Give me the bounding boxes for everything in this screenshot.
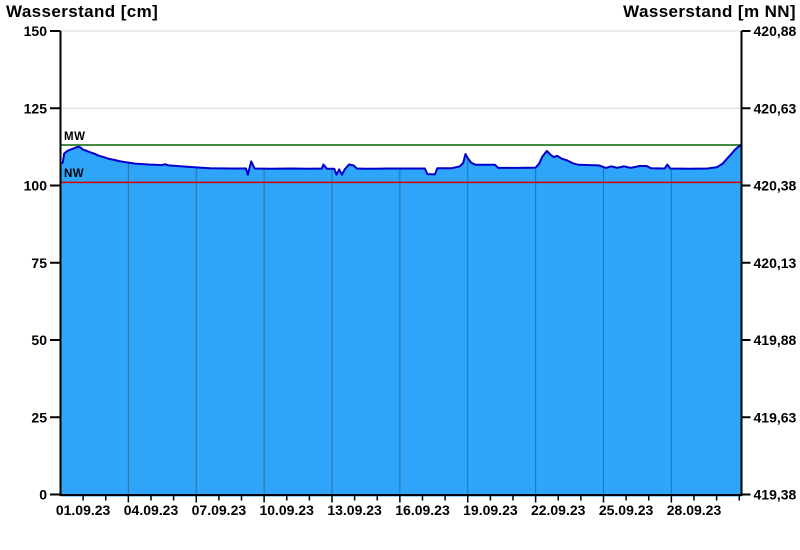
left-tick-label: 125 <box>24 100 48 116</box>
water-level-area <box>60 144 742 497</box>
left-tick-label: 25 <box>31 409 47 425</box>
right-tick-label: 420,63 <box>754 100 797 116</box>
left-axis-title: Wasserstand [cm] <box>6 2 159 21</box>
left-tick-label: 150 <box>24 23 48 39</box>
left-tick-label: 100 <box>24 178 48 194</box>
x-axis-date-label: 25.09.23 <box>599 502 654 518</box>
x-axis-date-label: 16.09.23 <box>395 502 450 518</box>
x-axis-date-label: 13.09.23 <box>327 502 382 518</box>
right-tick-label: 420,38 <box>754 178 797 194</box>
x-axis-date-label: 28.09.23 <box>667 502 722 518</box>
x-axis-date-label: 04.09.23 <box>124 502 179 518</box>
x-axis-date-label: 19.09.23 <box>463 502 518 518</box>
right-tick-label: 419,38 <box>754 487 797 503</box>
right-tick-label: 419,88 <box>754 332 797 348</box>
left-tick-label: 75 <box>31 255 47 271</box>
x-axis-date-label: 10.09.23 <box>259 502 314 518</box>
right-axis-title: Wasserstand [m NN] <box>623 2 796 21</box>
x-axis-date-label: 22.09.23 <box>531 502 586 518</box>
water-level-curve <box>60 143 743 176</box>
right-tick-label: 420,88 <box>754 23 797 39</box>
right-tick-label: 419,63 <box>754 409 797 425</box>
right-tick-label: 420,13 <box>754 255 797 271</box>
x-axis-date-label: 01.09.23 <box>56 502 111 518</box>
left-tick-label: 50 <box>31 332 47 348</box>
nw-reference-label: NW <box>64 168 85 180</box>
x-axis-date-label: 07.09.23 <box>192 502 247 518</box>
mw-reference-label: MW <box>64 131 86 143</box>
left-tick-label: 0 <box>39 487 47 503</box>
